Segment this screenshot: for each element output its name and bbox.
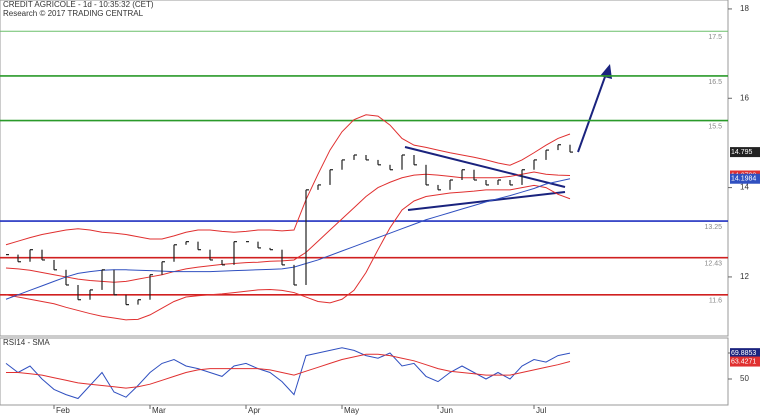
rsi-frame [0, 337, 729, 406]
level-label: 15.5 [708, 123, 722, 130]
chart-title: CREDIT AGRICOLE - 1d - 10:35:32 (CET) [3, 0, 154, 9]
overlay-line [5, 171, 571, 283]
y-tick-label: 16 [740, 93, 749, 102]
y-tick-label: 18 [740, 4, 749, 13]
x-tick-label: Apr [248, 406, 261, 415]
rsi-value-label-box [730, 356, 760, 367]
overlay-line [5, 114, 571, 246]
trendline [404, 146, 566, 188]
x-tick-label: May [344, 406, 359, 415]
x-tick-label: Feb [56, 406, 70, 415]
price-value-label: 14.795 [731, 149, 753, 156]
trendlines [404, 64, 612, 211]
level-label: 12.43 [704, 261, 722, 268]
rsi-value-label: 69.8853 [731, 350, 756, 357]
overlay-line [5, 178, 571, 300]
forecast-arrow [577, 73, 607, 153]
arrow-head [600, 64, 612, 79]
overlay-line [5, 184, 571, 321]
rsi-line [5, 347, 571, 400]
overlay-value-label-box [730, 173, 760, 184]
level-label: 11.6 [709, 298, 722, 305]
x-tick-label: Mar [152, 406, 166, 415]
main-frame [0, 0, 729, 337]
level-label: 13.25 [704, 224, 722, 231]
rsi-value-label: 63.4271 [731, 358, 756, 365]
level-label: 16.5 [708, 79, 722, 86]
level-label: 17.5 [708, 34, 722, 41]
rsi-line [6, 353, 571, 389]
price-value-label-box [730, 147, 760, 158]
y-tick-label: 50 [740, 374, 749, 383]
rsi-value-label-box [730, 348, 760, 359]
x-tick-label: Jul [536, 406, 546, 415]
x-tick-label: Jun [440, 406, 453, 415]
y-tick-label: 14 [740, 183, 749, 192]
trendline [407, 191, 566, 211]
y-tick-label: 12 [740, 272, 749, 281]
rsi-title: RSI14 - SMA [3, 338, 50, 347]
chart-subtitle: Research © 2017 TRADING CENTRAL [3, 9, 144, 18]
overlay-value-label: 14.1984 [731, 176, 756, 183]
